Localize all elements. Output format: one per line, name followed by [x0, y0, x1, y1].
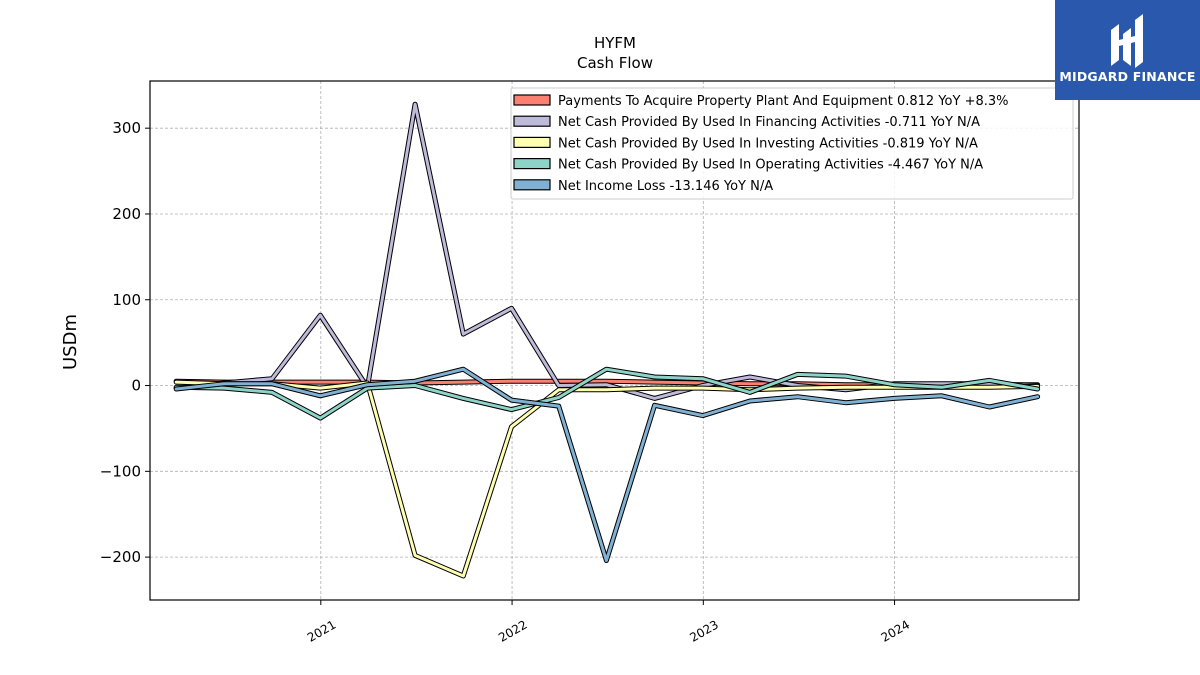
midgard-finance-logo: MIDGARD FINANCE	[1055, 0, 1200, 100]
y-tick-label: 300	[112, 119, 141, 137]
series-line-3	[174, 367, 1040, 420]
y-tick-label: 100	[112, 291, 141, 309]
legend-frame	[510, 87, 1074, 200]
x-axis-ticks: 2021 2022 2023 2024	[305, 600, 912, 645]
y-axis-ticks: −200 −100 0 100 200 300	[100, 119, 150, 566]
y-tick-label: 200	[112, 205, 141, 223]
legend-entry: Net Cash Provided By Used In Investing A…	[558, 136, 978, 151]
chart-title: HYFM	[594, 34, 636, 52]
legend: Payments To Acquire Property Plant And E…	[510, 87, 1074, 200]
y-tick-label: −200	[100, 548, 141, 566]
logo-text: MIDGARD FINANCE	[1059, 69, 1196, 84]
x-tick-label: 2023	[687, 617, 720, 644]
legend-entry: Net Cash Provided By Used In Operating A…	[558, 158, 983, 173]
x-tick-label: 2022	[496, 617, 529, 644]
legend-swatch	[513, 94, 551, 106]
y-tick-label: −100	[100, 462, 141, 480]
legend-swatch	[513, 136, 551, 148]
legend-swatch	[513, 158, 551, 170]
legend-swatch	[513, 179, 551, 191]
legend-entry: Payments To Acquire Property Plant And E…	[558, 94, 1009, 109]
legend-entry: Net Cash Provided By Used In Financing A…	[558, 115, 980, 130]
y-axis-label: USDm	[60, 314, 81, 370]
y-tick-label: 0	[131, 377, 141, 395]
legend-entry: Net Income Loss -13.146 YoY N/A	[558, 179, 773, 194]
plot-frame	[149, 80, 1080, 601]
chart-subtitle: Cash Flow	[577, 54, 653, 72]
x-tick-label: 2021	[305, 617, 338, 644]
midgard-logo-icon	[1111, 14, 1143, 68]
series-lines	[173, 101, 1041, 579]
series-line-2	[174, 380, 1040, 578]
legend-swatch	[513, 115, 551, 127]
series-line-4	[174, 367, 1040, 562]
x-tick-label: 2024	[879, 617, 912, 644]
